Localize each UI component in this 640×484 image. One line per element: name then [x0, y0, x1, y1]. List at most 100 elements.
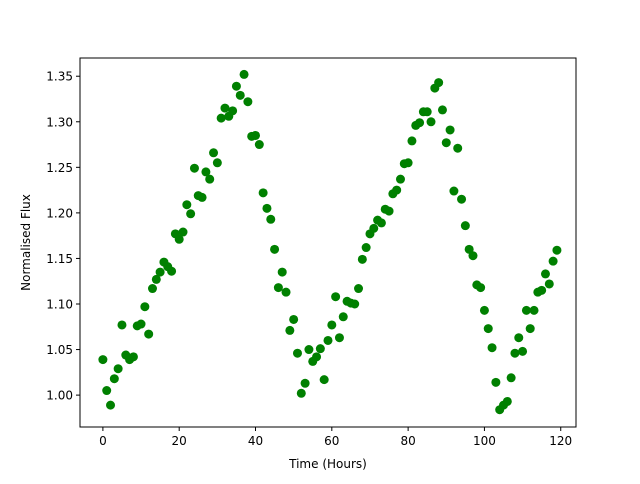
x-tick-label: 60 — [324, 434, 339, 448]
data-point — [178, 227, 188, 237]
data-point — [468, 251, 478, 261]
data-point — [319, 375, 329, 385]
data-point — [544, 279, 554, 289]
data-point — [258, 188, 268, 198]
data-point — [182, 200, 192, 210]
plot-area — [80, 58, 576, 427]
data-point — [483, 324, 493, 334]
data-point — [403, 158, 413, 168]
data-point — [201, 167, 211, 177]
data-point — [289, 314, 299, 324]
data-point — [262, 203, 272, 213]
data-point — [243, 97, 253, 107]
data-point — [357, 254, 367, 264]
data-point — [109, 374, 119, 384]
data-point — [514, 333, 524, 343]
data-point — [510, 348, 520, 358]
data-point — [239, 69, 249, 79]
data-point — [292, 348, 302, 358]
data-point — [296, 388, 306, 398]
data-point — [422, 107, 432, 117]
y-tick-label: 1.15 — [46, 252, 73, 266]
x-tick-label: 0 — [99, 434, 107, 448]
data-point — [449, 186, 459, 196]
data-point — [151, 274, 161, 284]
data-point — [354, 284, 364, 294]
x-tick-label: 20 — [172, 434, 187, 448]
data-point — [197, 192, 207, 202]
data-point — [521, 305, 531, 315]
data-point — [548, 256, 558, 266]
data-point — [304, 345, 314, 355]
data-point — [361, 243, 371, 253]
x-tick-label: 120 — [549, 434, 572, 448]
data-point — [147, 284, 157, 294]
data-point — [140, 302, 150, 312]
y-tick-label: 1.30 — [46, 115, 73, 129]
data-point — [426, 117, 436, 127]
data-point — [327, 320, 337, 330]
data-points — [98, 69, 562, 415]
data-point — [415, 118, 425, 128]
data-point — [186, 209, 196, 219]
data-point — [525, 324, 535, 334]
data-point — [102, 386, 112, 396]
y-tick-label: 1.10 — [46, 298, 73, 312]
data-point — [300, 378, 310, 388]
data-point — [167, 266, 177, 276]
data-point — [457, 194, 467, 204]
data-point — [331, 292, 341, 302]
data-point — [117, 320, 127, 330]
data-point — [552, 245, 562, 255]
data-point — [392, 185, 402, 195]
data-point — [216, 113, 226, 123]
data-point — [155, 267, 165, 277]
data-point — [476, 283, 486, 293]
data-point — [228, 106, 238, 116]
data-point — [128, 352, 138, 362]
data-point — [441, 138, 451, 148]
data-point — [106, 400, 116, 410]
data-point — [270, 244, 280, 254]
data-point — [189, 163, 199, 173]
y-tick-label: 1.25 — [46, 161, 73, 175]
data-point — [529, 305, 539, 315]
data-point — [537, 285, 547, 295]
y-tick-label: 1.20 — [46, 206, 73, 220]
data-point — [502, 396, 512, 406]
data-point — [254, 140, 264, 150]
data-point — [384, 206, 394, 216]
data-point — [407, 136, 417, 146]
data-point — [323, 335, 333, 345]
data-point — [281, 287, 291, 297]
data-point — [453, 143, 463, 153]
y-tick-label: 1.05 — [46, 343, 73, 357]
data-point — [369, 223, 379, 233]
x-tick-label: 80 — [400, 434, 415, 448]
data-point — [174, 234, 184, 244]
data-point — [395, 174, 405, 184]
data-point — [518, 346, 528, 356]
data-point — [479, 305, 489, 315]
data-point — [212, 158, 222, 168]
data-point — [540, 269, 550, 279]
x-axis-ticks: 0 20 40 60 80 100 120 — [99, 427, 572, 448]
data-point — [487, 343, 497, 353]
plot-frame — [79, 57, 577, 428]
y-axis-label: Normalised Flux — [19, 194, 33, 291]
data-point — [113, 364, 123, 374]
data-point — [315, 344, 325, 354]
data-point — [491, 377, 501, 387]
data-point — [136, 319, 146, 329]
data-point — [209, 148, 219, 158]
data-point — [350, 299, 360, 309]
data-point — [437, 105, 447, 115]
data-point — [220, 103, 230, 113]
y-axis-ticks: 1.00 1.05 1.10 1.15 1.20 1.25 1.30 1.35 — [46, 70, 80, 403]
data-point — [205, 174, 215, 184]
data-point — [277, 267, 287, 277]
data-point — [231, 81, 241, 91]
data-point — [266, 214, 276, 224]
